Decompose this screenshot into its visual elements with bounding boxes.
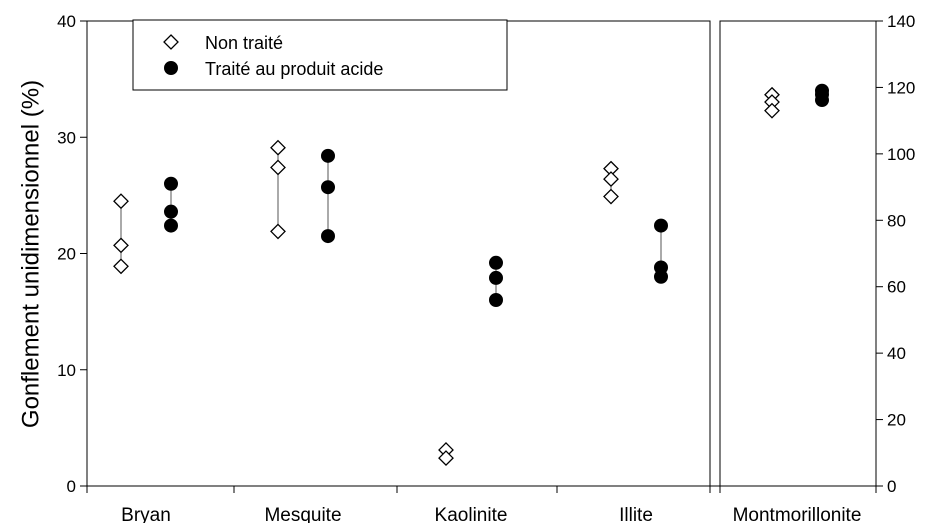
x-category-label-bryan: Bryan [121,505,171,523]
right-y-tick-label: 80 [887,211,906,230]
left-panel-frame [86,20,711,487]
left-y-tick-label: 40 [57,12,76,31]
data-point-treated [321,229,335,244]
left-y-tick-label: 20 [57,245,76,264]
data-point-untreated [764,102,780,119]
data-point-treated [489,255,503,270]
left-y-tick-label: 30 [57,128,76,147]
x-category-label-montmorillonite: Montmorillonite [733,505,862,523]
left-y-tick-label: 0 [67,477,76,496]
data-point-treated [815,93,829,108]
data-point-untreated [438,450,454,467]
data-point-treated [321,180,335,195]
x-category-label-illite: Illite [619,505,653,523]
data-point-untreated [270,223,286,240]
right-y-tick-label: 140 [887,12,915,31]
data-point-untreated [270,159,286,176]
right-y-tick-label: 20 [887,411,906,430]
right-panel-frame [719,20,877,487]
data-point-treated [164,176,178,191]
data-point-treated [164,204,178,219]
data-point-treated [654,218,668,233]
legend-label-untreated: Non traité [205,33,283,53]
data-point-untreated [113,258,129,275]
right-y-tick-label: 60 [887,278,906,297]
y-axis-title: Gonflement unidimensionnel (%) [17,80,44,428]
data-markers [113,83,829,467]
right-y-tick-label: 40 [887,344,906,363]
legend: Non traité Traité au produit acide [132,19,508,91]
legend-open-diamond-icon [163,34,179,50]
data-point-treated [489,270,503,285]
axis-ticks: 0 10 20 30 40 Bryan Mesquite Kaolinite Illite 0 20… [57,12,915,523]
legend-label-treated: Traité au produit acide [205,59,383,79]
data-point-treated [321,148,335,163]
data-point-untreated [113,237,129,254]
left-y-tick-label: 10 [57,361,76,380]
data-point-untreated [603,188,619,205]
data-point-untreated [603,171,619,188]
range-lines [120,90,823,459]
data-point-treated [654,269,668,284]
right-y-tick-label: 0 [887,477,896,496]
x-category-label-mesquite: Mesquite [264,505,341,523]
x-category-label-kaolinite: Kaolinite [435,505,508,523]
data-point-treated [164,218,178,233]
legend-filled-circle-icon [164,61,178,75]
right-y-tick-label: 120 [887,78,915,97]
right-y-tick-label: 100 [887,145,915,164]
data-point-untreated [270,139,286,156]
data-point-untreated [113,193,129,210]
legend-box [132,19,508,91]
data-point-treated [489,293,503,307]
